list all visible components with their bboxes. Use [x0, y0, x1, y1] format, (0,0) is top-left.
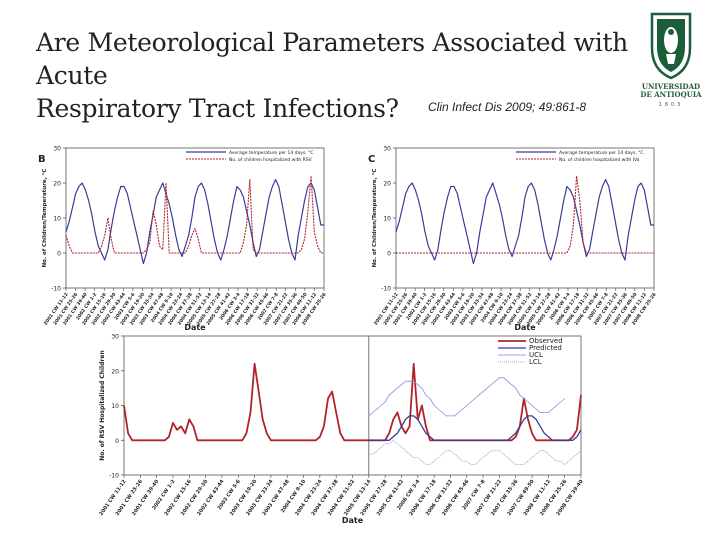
chart-c: -10 0 10 20 30 No. of Children/Temperature, °…	[368, 146, 658, 333]
y-tick-label: 30	[111, 334, 119, 341]
series-line	[396, 175, 654, 254]
y-axis-label: No. of Children/Temperature, °C	[42, 169, 48, 268]
y-tick-label: 0	[57, 251, 61, 258]
chart-rsv-forecast: -10 0 10 20 30 No. of RSV Hospitalized Childr…	[98, 334, 585, 526]
chart-panel-c: -10 0 10 20 30 No. of Children/Temperature, °…	[366, 140, 666, 333]
y-tick-label: 10	[53, 216, 61, 223]
chart-panel-rsv-forecast: -10 0 10 20 30 No. of RSV Hospitalized Childr…	[96, 333, 596, 528]
series-line	[368, 439, 582, 465]
citation: Clin Infect Dis 2009; 49:861-8	[428, 100, 587, 114]
series-line	[65, 175, 324, 254]
university-logo: UNIVERSIDAD DE ANTIOQUIA 1803	[630, 10, 712, 110]
legend-label: UCL	[529, 351, 543, 359]
series-line	[123, 362, 582, 442]
y-axis-label: No. of RSV Hospitalized Children	[99, 350, 106, 460]
chart-b: -10 0 10 20 30 No. of Children/Temperature, °…	[38, 146, 328, 333]
y-tick-label: 0	[115, 438, 119, 445]
series-line	[368, 377, 565, 417]
y-tick-label: 30	[383, 146, 391, 153]
y-tick-label: 20	[383, 181, 391, 188]
legend-label: Average temperature per 14 days, °C	[559, 150, 644, 156]
y-tick-label: -10	[51, 286, 61, 293]
plot-frame	[123, 335, 582, 476]
legend-label: LCL	[529, 358, 542, 366]
series-line	[65, 178, 324, 265]
y-tick-label: 0	[387, 251, 391, 258]
plot-frame	[395, 147, 655, 289]
y-tick-label: 20	[111, 368, 119, 375]
y-tick-label: 10	[111, 403, 119, 410]
chart-panel-b: -10 0 10 20 30 No. of Children/Temperature, °…	[36, 140, 336, 333]
legend-label: Average temperature per 14 days, °C	[229, 150, 314, 156]
university-name: UNIVERSIDAD DE ANTIOQUIA	[640, 82, 702, 99]
legend-label: No. of children hospitalized with RSV	[229, 157, 313, 163]
plot-frame	[65, 147, 325, 289]
x-axis-label: Date	[514, 323, 536, 332]
y-tick-label: 10	[383, 216, 391, 223]
series-line	[368, 415, 582, 441]
slide-title: Are Meteorological Parameters Associated…	[36, 28, 628, 123]
legend-label: No. of children hospitalized with IVa	[559, 157, 640, 163]
legend-label: Observed	[529, 337, 563, 345]
panel-label: C	[368, 154, 375, 165]
x-axis-label: Date	[342, 516, 364, 525]
founded-year: 1803	[658, 102, 684, 108]
panel-label: B	[38, 154, 46, 165]
x-axis-label: Date	[184, 323, 206, 332]
y-tick-label: -10	[109, 473, 119, 480]
y-axis-label: No. of Children/Temperature, °C	[372, 169, 378, 268]
y-tick-label: -10	[381, 286, 391, 293]
y-tick-label: 20	[53, 181, 61, 188]
seal-icon	[650, 12, 692, 80]
series-line	[395, 178, 654, 265]
legend-label: Predicted	[529, 344, 562, 352]
y-tick-label: 30	[53, 146, 61, 153]
